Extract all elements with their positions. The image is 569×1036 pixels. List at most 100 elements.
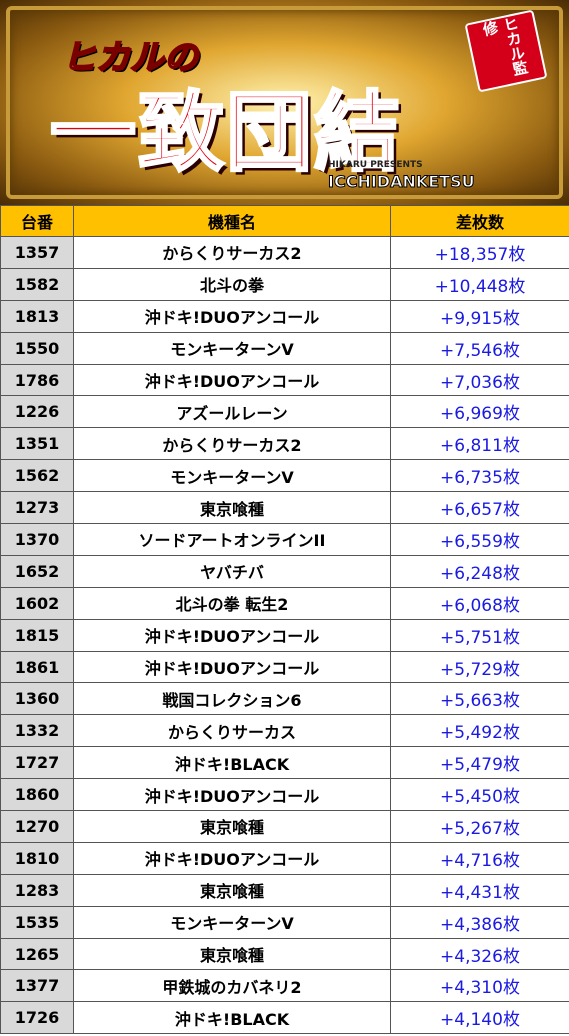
coin-difference: +4,431枚: [390, 873, 569, 907]
machine-number: 1810: [0, 841, 74, 875]
table-row: 1332 からくりサーカス +5,492枚: [0, 714, 569, 748]
table-row: 1860 沖ドキ!DUOアンコール +5,450枚: [0, 778, 569, 812]
coin-difference: +6,068枚: [390, 586, 569, 620]
header-cell: 機種名: [73, 205, 391, 237]
table-row: 1727 沖ドキ!BLACK +5,479枚: [0, 746, 569, 780]
machine-number: 1265: [0, 937, 74, 971]
table-row: 1273 東京喰種 +6,657枚: [0, 491, 569, 525]
ranking-table: 台番 機種名 差枚数 1357 からくりサーカス2 +18,357枚 1582 北斗の拳 +1…: [0, 205, 569, 1035]
machine-name: 東京喰種: [73, 937, 391, 971]
coin-difference: +5,751枚: [390, 618, 569, 652]
machine-number: 1861: [0, 650, 74, 684]
machine-name: ヤバチバ: [73, 554, 391, 588]
table-row: 1226 アズールレーン +6,969枚: [0, 395, 569, 429]
machine-name: 沖ドキ!DUOアンコール: [73, 299, 391, 333]
table-row: 1265 東京喰種 +4,326枚: [0, 937, 569, 971]
machine-number: 1360: [0, 682, 74, 716]
banner-romaji: ICCHIDANKETSU: [328, 172, 476, 192]
table-body: 1357 からくりサーカス2 +18,357枚 1582 北斗の拳 +10,448枚 181…: [0, 236, 569, 1035]
coin-difference: +5,267枚: [390, 810, 569, 843]
table-row: 1360 戦国コレクション6 +5,663枚: [0, 682, 569, 716]
coin-difference: +6,735枚: [390, 459, 569, 493]
coin-difference: +4,326枚: [390, 937, 569, 971]
table-row: 1815 沖ドキ!DUOアンコール +5,751枚: [0, 618, 569, 652]
banner-badge: ヒカル監修: [464, 9, 548, 93]
machine-name: 沖ドキ!BLACK: [73, 1001, 391, 1035]
machine-number: 1860: [0, 778, 74, 812]
coin-difference: +6,811枚: [390, 427, 569, 461]
banner-frame: [6, 6, 563, 199]
header-row: 台番 機種名 差枚数: [0, 205, 569, 237]
table-row: 1351 からくりサーカス2 +6,811枚: [0, 427, 569, 461]
machine-number: 1357: [0, 236, 74, 269]
machine-number: 1270: [0, 810, 74, 843]
banner-title-small: ヒカルの: [61, 37, 199, 79]
machine-number: 1377: [0, 969, 74, 1003]
machine-number: 1652: [0, 554, 74, 588]
banner-title: 一致団結: [49, 81, 402, 185]
machine-number: 1332: [0, 714, 74, 748]
machine-name: ソードアートオンラインII: [73, 523, 391, 556]
machine-number: 1370: [0, 523, 74, 556]
table-row: 1370 ソードアートオンラインII +6,559枚: [0, 523, 569, 556]
machine-number: 1226: [0, 395, 74, 429]
machine-name: 沖ドキ!DUOアンコール: [73, 841, 391, 875]
coin-difference: +5,729枚: [390, 650, 569, 684]
machine-name: 沖ドキ!DUOアンコール: [73, 618, 391, 652]
machine-number: 1283: [0, 873, 74, 907]
table-row: 1562 モンキーターンV +6,735枚: [0, 459, 569, 493]
coin-difference: +4,140枚: [390, 1001, 569, 1035]
machine-name: からくりサーカス2: [73, 236, 391, 269]
machine-name: 沖ドキ!BLACK: [73, 746, 391, 780]
machine-number: 1351: [0, 427, 74, 461]
machine-number: 1550: [0, 331, 74, 365]
coin-difference: +4,386枚: [390, 905, 569, 939]
machine-name: モンキーターンV: [73, 459, 391, 493]
coin-difference: +6,969枚: [390, 395, 569, 429]
coin-difference: +6,248枚: [390, 554, 569, 588]
machine-name: 北斗の拳 転生2: [73, 586, 391, 620]
machine-name: モンキーターンV: [73, 331, 391, 365]
coin-difference: +9,915枚: [390, 299, 569, 333]
coin-difference: +6,657枚: [390, 491, 569, 525]
table-row: 1602 北斗の拳 転生2 +6,068枚: [0, 586, 569, 620]
machine-name: からくりサーカス2: [73, 427, 391, 461]
table-row: 1652 ヤバチバ +6,248枚: [0, 554, 569, 588]
machine-number: 1602: [0, 586, 74, 620]
banner-presents: HIKARU PRESENTS: [328, 160, 423, 170]
table-row: 1535 モンキーターンV +4,386枚: [0, 905, 569, 939]
machine-number: 1726: [0, 1001, 74, 1035]
machine-number: 1815: [0, 618, 74, 652]
table-row: 1861 沖ドキ!DUOアンコール +5,729枚: [0, 650, 569, 684]
machine-name: 沖ドキ!DUOアンコール: [73, 778, 391, 812]
machine-number: 1273: [0, 491, 74, 525]
machine-name: モンキーターンV: [73, 905, 391, 939]
machine-number: 1562: [0, 459, 74, 493]
table-row: 1813 沖ドキ!DUOアンコール +9,915枚: [0, 299, 569, 333]
machine-number: 1582: [0, 267, 74, 301]
machine-name: 沖ドキ!DUOアンコール: [73, 650, 391, 684]
machine-number: 1786: [0, 363, 74, 397]
banner: ヒカルの 一致団結 ヒカル監修 HIKARU PRESENTS ICCHIDAN…: [0, 0, 569, 205]
coin-difference: +4,310枚: [390, 969, 569, 1003]
machine-number: 1813: [0, 299, 74, 333]
coin-difference: +10,448枚: [390, 267, 569, 301]
machine-name: 北斗の拳: [73, 267, 391, 301]
machine-name: からくりサーカス: [73, 714, 391, 748]
table-row: 1786 沖ドキ!DUOアンコール +7,036枚: [0, 363, 569, 397]
machine-name: 沖ドキ!DUOアンコール: [73, 363, 391, 397]
coin-difference: +4,716枚: [390, 841, 569, 875]
table-row: 1377 甲鉄城のカバネリ2 +4,310枚: [0, 969, 569, 1003]
machine-name: 甲鉄城のカバネリ2: [73, 969, 391, 1003]
machine-name: 東京喰種: [73, 873, 391, 907]
machine-number: 1535: [0, 905, 74, 939]
coin-difference: +5,492枚: [390, 714, 569, 748]
table-row: 1810 沖ドキ!DUOアンコール +4,716枚: [0, 841, 569, 875]
machine-number: 1727: [0, 746, 74, 780]
table-row: 1550 モンキーターンV +7,546枚: [0, 331, 569, 365]
header-cell: 台番: [0, 205, 74, 237]
header-cell: 差枚数: [390, 205, 569, 237]
machine-name: 戦国コレクション6: [73, 682, 391, 716]
coin-difference: +7,036枚: [390, 363, 569, 397]
